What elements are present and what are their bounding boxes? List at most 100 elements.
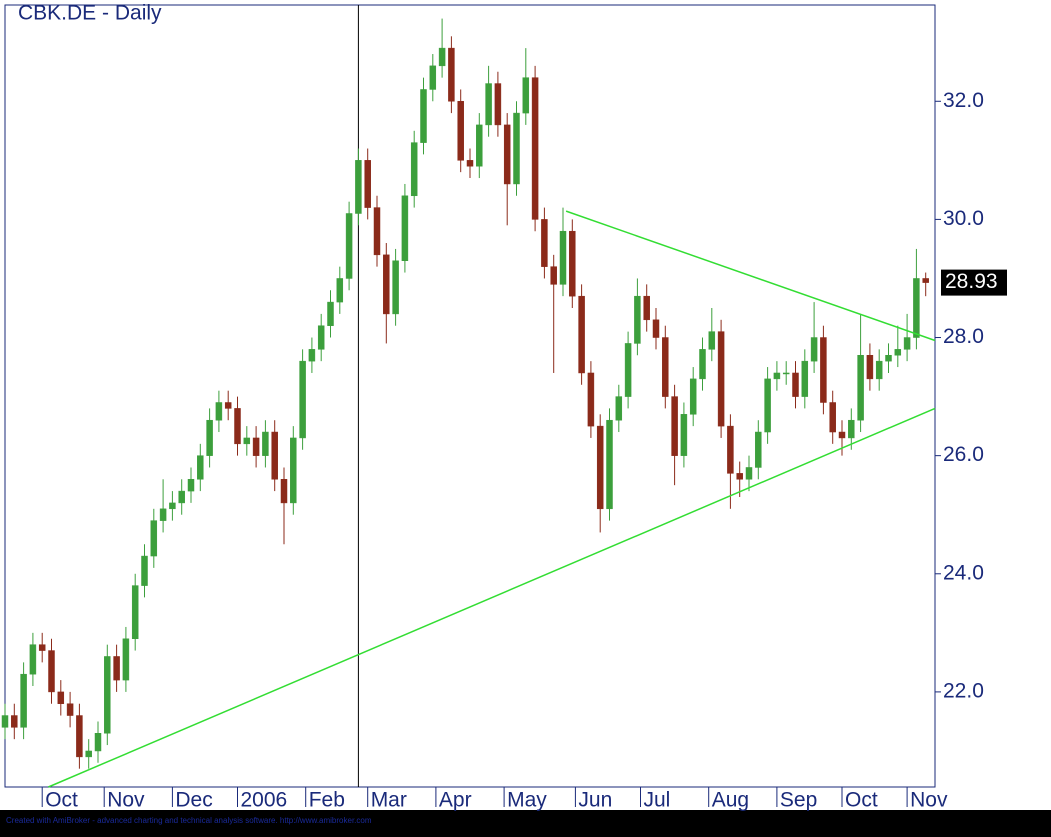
candle-body — [857, 354, 864, 421]
x-tick-label: Aug — [712, 789, 749, 812]
candle-body — [197, 455, 204, 480]
candle-body — [48, 650, 55, 693]
candle-body — [652, 319, 660, 338]
candle-body — [94, 733, 102, 752]
candle-body — [801, 360, 809, 397]
candle-body — [513, 112, 520, 185]
candle-body — [838, 431, 846, 439]
candle-body — [866, 354, 874, 380]
x-tick-label: Jun — [578, 789, 612, 812]
candle-body — [290, 437, 297, 504]
x-tick-label: Dec — [175, 789, 212, 812]
x-tick-label: Feb — [309, 789, 345, 812]
candle-body — [104, 656, 111, 734]
candle-body — [689, 378, 697, 415]
x-tick-label: Nov — [910, 789, 948, 812]
y-tick-label: 28.0 — [943, 325, 984, 348]
candle-body — [782, 372, 790, 375]
x-tick-label: Oct — [45, 789, 78, 812]
candle-body — [550, 266, 557, 285]
candle-body — [206, 419, 213, 456]
candle-body — [317, 325, 325, 350]
candle-body — [252, 437, 260, 456]
candle-body — [345, 213, 353, 279]
candle-body — [755, 431, 762, 468]
candle-body — [410, 142, 418, 197]
candle-body — [764, 378, 771, 433]
candle-body — [76, 715, 83, 758]
footer-text: Created with AmiBroker - advanced charti… — [6, 816, 372, 825]
candle-body — [299, 360, 306, 439]
y-tick-label: 26.0 — [943, 443, 984, 466]
candle-body — [773, 372, 781, 380]
candle-body — [745, 467, 753, 480]
candle-body — [810, 337, 818, 362]
candle-body — [596, 425, 604, 510]
candle-body — [420, 89, 427, 143]
candle-body — [587, 372, 595, 427]
candle-body — [113, 656, 120, 681]
candle-body — [150, 520, 158, 557]
x-tick-label: May — [507, 789, 547, 812]
candle-body — [159, 508, 167, 521]
candle-body — [169, 502, 176, 510]
candle-body — [327, 301, 334, 326]
candle-body — [875, 360, 883, 380]
candle-body — [355, 160, 362, 214]
candle-body — [11, 715, 18, 728]
y-tick-label: 32.0 — [943, 89, 984, 112]
candle-body — [476, 124, 483, 167]
trendline — [565, 210, 936, 342]
candle-body — [699, 349, 706, 380]
x-tick-label: Nov — [107, 789, 145, 812]
candle-body — [894, 349, 902, 356]
candle-body — [262, 431, 269, 456]
y-tick-label: 24.0 — [943, 561, 984, 584]
y-tick-label: 30.0 — [943, 207, 984, 230]
x-tick-label: Apr — [439, 789, 472, 812]
candle-body — [280, 479, 288, 504]
candle-body — [671, 396, 678, 456]
candle-body — [383, 254, 390, 315]
candle-body — [624, 343, 632, 397]
last-price-box — [941, 269, 1007, 296]
candle-body — [20, 673, 27, 728]
candle-body — [717, 331, 725, 427]
candle-body — [727, 425, 734, 474]
candle-body — [122, 638, 130, 681]
candle-body — [178, 490, 185, 504]
last-price-label: 28.93 — [945, 270, 998, 293]
candle-body — [848, 419, 855, 439]
candle-body — [494, 83, 502, 126]
candle-body — [373, 207, 381, 256]
candle-body — [364, 160, 371, 208]
candle-body — [569, 230, 576, 297]
candle-body — [922, 278, 929, 283]
candle-body — [187, 479, 195, 492]
candle-body — [680, 414, 688, 456]
candle-body — [438, 47, 446, 67]
plot-frame — [4, 4, 936, 788]
candle-body — [708, 331, 716, 350]
x-tick-label: Jul — [644, 789, 671, 812]
y-tick-label: 22.0 — [943, 679, 984, 702]
candle-body — [85, 750, 92, 758]
candle-body — [457, 101, 464, 161]
candle-body — [224, 402, 232, 409]
candle-body — [643, 295, 650, 321]
candle-body — [792, 372, 799, 397]
candle-body — [829, 402, 836, 433]
candle-body — [448, 47, 455, 102]
candle-body — [215, 402, 223, 421]
candle-body — [736, 473, 743, 480]
candle-body — [885, 354, 892, 362]
candle-body — [606, 419, 613, 510]
candle-body — [578, 295, 585, 374]
candle-body — [57, 691, 65, 704]
trendline — [48, 407, 936, 788]
candle-body — [903, 337, 911, 350]
candle-body — [336, 278, 344, 303]
footer-bar — [0, 810, 1051, 837]
candle-body — [820, 337, 827, 403]
